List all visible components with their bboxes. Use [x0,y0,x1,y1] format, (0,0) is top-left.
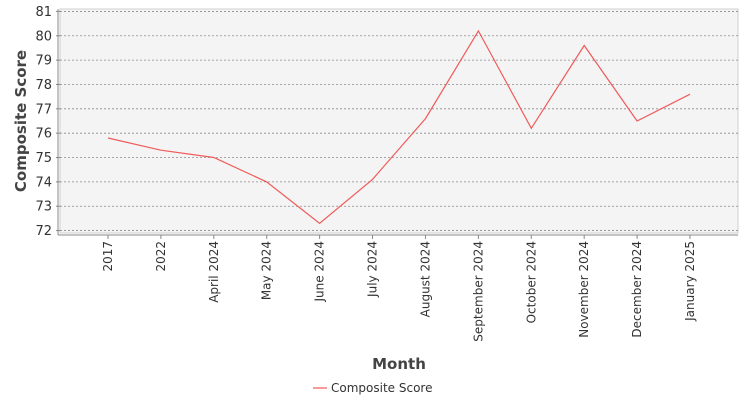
y-tick-label: 76 [35,127,52,142]
x-tick-label: August 2024 [418,241,432,317]
y-tick-label: 72 [35,224,52,239]
grid-lines [60,11,738,231]
series-line [107,29,691,225]
y-axis-title: Composite Score [12,50,30,192]
x-tick-labels: 2017 2022 April 2024 May 2024 June 2024 July … [101,241,697,342]
x-tick-label: September 2024 [471,241,485,342]
y-tick-label: 77 [35,102,52,117]
y-tick-labels: 72 73 74 75 76 77 78 79 80 81 [35,5,52,239]
x-tick-label: January 2025 [683,241,697,322]
y-tick-label: 74 [35,175,52,190]
x-tick-label: December 2024 [630,241,644,338]
y-tick-label: 75 [35,151,52,166]
legend: Composite Score [313,381,432,395]
legend-label: Composite Score [331,381,432,395]
y-tick-label: 80 [35,29,52,44]
x-tick-label: April 2024 [207,241,221,303]
x-tick-label: 2017 [101,241,115,272]
x-tick-label: May 2024 [260,241,274,300]
x-tick-label: June 2024 [313,241,327,303]
x-tick-label: July 2024 [366,241,380,298]
x-tick-label: 2022 [154,241,168,272]
series-lines [107,29,691,225]
x-tick-label: October 2024 [524,241,538,323]
y-tick-label: 81 [35,5,52,20]
y-tick-label: 78 [35,78,52,93]
y-tick-label: 73 [35,200,52,215]
plot-area [59,8,739,234]
x-axis-title: Month [372,355,426,373]
x-tick-label: November 2024 [577,241,591,338]
y-tick-label: 79 [35,54,52,69]
axes [56,9,738,239]
